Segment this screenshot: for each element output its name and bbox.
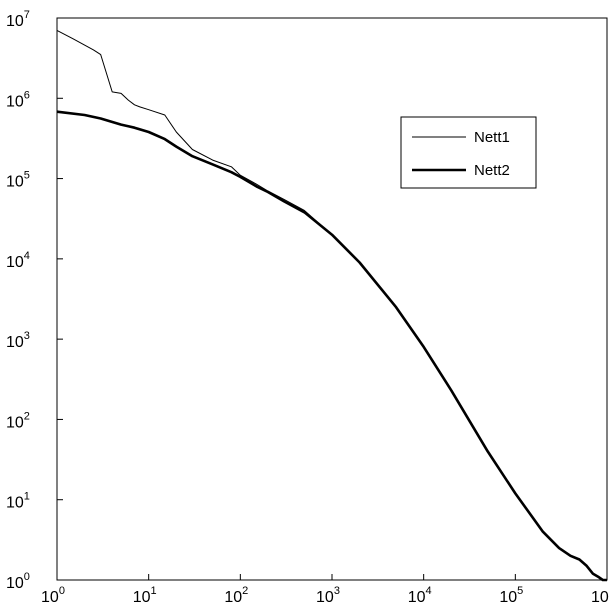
- x-tick-label: 102: [224, 585, 248, 606]
- series-line-nett1: [56, 29, 607, 581]
- legend: Nett1 Nett2: [400, 116, 537, 189]
- x-tick-exponent: 1: [151, 585, 157, 597]
- legend-label-nett1: Nett1: [474, 129, 510, 146]
- x-tick-base: 10: [499, 589, 517, 606]
- y-tick-label: 101: [6, 491, 30, 512]
- series-layer: [56, 29, 607, 582]
- y-tick-exponent: 2: [24, 410, 30, 422]
- x-tick-exponent: 0: [59, 585, 65, 597]
- y-tick-exponent: 7: [24, 9, 30, 21]
- x-tick-label: 105: [499, 585, 523, 606]
- x-tick-label: 106: [591, 585, 609, 606]
- y-tick-label: 107: [6, 9, 30, 30]
- y-tick-base: 10: [6, 13, 24, 30]
- y-tick-base: 10: [6, 93, 24, 110]
- y-tick-label: 102: [6, 410, 30, 431]
- y-tick-exponent: 1: [24, 491, 30, 503]
- y-tick-exponent: 4: [24, 250, 30, 262]
- y-tick-base: 10: [6, 414, 24, 431]
- x-tick-base: 10: [224, 589, 242, 606]
- legend-label-nett2: Nett2: [474, 162, 510, 179]
- x-tick-base: 10: [408, 589, 426, 606]
- legend-box: [400, 116, 537, 189]
- x-tick-base: 10: [591, 589, 609, 606]
- x-tick-base: 10: [41, 589, 59, 606]
- y-tick-label: 104: [6, 250, 30, 271]
- x-tick-base: 10: [316, 589, 334, 606]
- series-line-nett2: [56, 110, 607, 582]
- y-tick-label: 106: [6, 89, 30, 110]
- y-tick-base: 10: [6, 495, 24, 512]
- y-tick-label: 105: [6, 170, 30, 191]
- x-tick-exponent: 5: [517, 585, 523, 597]
- y-tick-base: 10: [6, 575, 24, 592]
- y-tick-exponent: 0: [24, 571, 30, 583]
- x-tick-label: 100: [41, 585, 65, 606]
- y-tick-exponent: 6: [24, 89, 30, 101]
- x-tick-base: 10: [133, 589, 151, 606]
- y-tick-base: 10: [6, 254, 24, 271]
- y-tick-base: 10: [6, 334, 24, 351]
- y-tick-label: 103: [6, 330, 30, 351]
- y-tick-label: 100: [6, 571, 30, 592]
- x-tick-exponent: 4: [426, 585, 432, 597]
- x-tick-label: 104: [408, 585, 432, 606]
- plot-area-frame: [56, 17, 608, 581]
- x-tick-exponent: 2: [242, 585, 248, 597]
- x-tick-label: 103: [316, 585, 340, 606]
- y-tick-exponent: 3: [24, 330, 30, 342]
- x-tick-exponent: 3: [334, 585, 340, 597]
- y-tick-base: 10: [6, 174, 24, 191]
- y-tick-exponent: 5: [24, 170, 30, 182]
- x-tick-label: 101: [133, 585, 157, 606]
